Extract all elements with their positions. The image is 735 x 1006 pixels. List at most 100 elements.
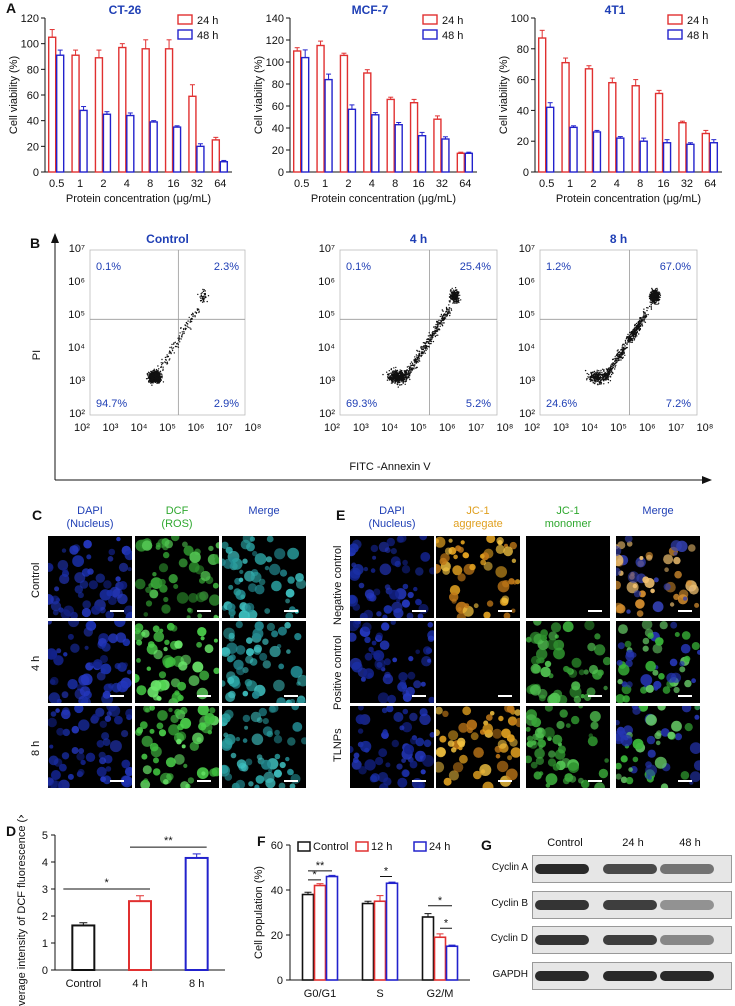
scatter-dot xyxy=(641,316,644,318)
scatter-dot xyxy=(204,294,206,296)
bar xyxy=(371,114,380,173)
cell xyxy=(483,561,493,571)
scatter-dot xyxy=(417,355,419,357)
scatter-dot xyxy=(643,315,645,318)
cell xyxy=(155,544,161,550)
bar xyxy=(433,118,442,173)
scatter-dot xyxy=(194,311,196,313)
cell xyxy=(642,645,649,652)
scale-bar xyxy=(588,610,602,612)
scatter-dot xyxy=(161,358,163,361)
cell xyxy=(618,664,630,676)
scatter-dot xyxy=(593,370,596,373)
scatter-dot xyxy=(426,345,428,347)
cell xyxy=(587,736,598,747)
scatter-dot xyxy=(456,294,459,296)
bar xyxy=(172,126,182,173)
cell xyxy=(262,638,269,645)
scatter-dots xyxy=(584,287,662,386)
cell xyxy=(633,590,641,598)
scatter-dot xyxy=(417,361,419,363)
cell xyxy=(78,719,90,731)
scatter-dot xyxy=(166,356,168,358)
scatter-dot xyxy=(429,343,431,345)
scatter-dot xyxy=(149,374,151,376)
y-axis-label: Cell viability (%) xyxy=(8,56,20,134)
cell xyxy=(209,768,218,777)
panel-g: G Control 24 h 48 h Cyclin A Cyclin B Cyclin … xyxy=(480,815,735,1006)
scatter-dot xyxy=(421,352,424,354)
cell xyxy=(227,676,235,685)
cell xyxy=(602,656,610,666)
scatter-dot xyxy=(453,300,456,302)
cell xyxy=(121,730,129,738)
cell xyxy=(163,596,169,603)
scatter-dot xyxy=(409,378,411,381)
cell xyxy=(540,629,548,637)
scatter-dot xyxy=(652,299,655,301)
scatter-dot xyxy=(394,370,396,372)
micrograph xyxy=(616,536,700,617)
scatter-dot xyxy=(589,375,591,378)
scatter-dot xyxy=(151,380,153,382)
cell xyxy=(180,717,192,729)
cell xyxy=(413,680,422,689)
cell xyxy=(290,665,303,678)
scatter-dot xyxy=(624,341,627,343)
x-tick-label: 32 xyxy=(436,178,448,190)
scatter-dot xyxy=(656,289,659,291)
column-label: Merge xyxy=(616,505,700,518)
scatter-dot xyxy=(617,349,619,351)
cell xyxy=(188,593,198,603)
cell xyxy=(420,681,426,687)
quadrant-lr: 2.9% xyxy=(214,398,239,410)
cell xyxy=(363,566,369,572)
scatter-dot xyxy=(397,373,399,375)
bar xyxy=(196,145,205,173)
cell xyxy=(382,729,388,735)
cell xyxy=(408,656,414,662)
scatter-dot xyxy=(457,295,459,297)
micrograph xyxy=(436,621,520,703)
cell xyxy=(152,572,157,577)
micrograph xyxy=(616,706,700,788)
scatter-dot xyxy=(603,379,605,382)
cell xyxy=(50,770,61,780)
scatter-dot xyxy=(588,373,590,376)
scatter-dot xyxy=(173,342,175,344)
cell xyxy=(147,641,155,648)
micrograph xyxy=(135,536,219,618)
scatter-dot xyxy=(162,368,164,370)
scatter-dot xyxy=(415,354,418,356)
scatter-dot xyxy=(649,293,651,296)
cell xyxy=(681,706,692,713)
scatter-dot xyxy=(606,372,608,374)
cell xyxy=(367,672,373,679)
scatter-dot xyxy=(421,354,423,357)
cell xyxy=(239,569,244,574)
cell xyxy=(235,621,243,629)
scatter-dot xyxy=(639,325,641,327)
scatter-dot xyxy=(158,368,160,370)
scatter-dot xyxy=(182,333,184,335)
cell xyxy=(439,557,447,566)
y-tick-label: 80 xyxy=(517,44,529,56)
cell xyxy=(269,645,281,658)
cell xyxy=(556,720,565,730)
scatter-dot xyxy=(435,327,437,329)
quadrant-lr: 7.2% xyxy=(666,398,691,410)
bar xyxy=(616,137,625,173)
scatter-dot xyxy=(202,298,204,300)
scatter-dot xyxy=(428,332,430,334)
scatter-dot xyxy=(153,368,155,370)
bar xyxy=(592,131,602,173)
scatter-dot xyxy=(395,377,397,379)
scale-bar xyxy=(678,610,692,612)
scatter-dot xyxy=(400,376,402,378)
micrograph-tile xyxy=(526,536,610,618)
scatter-dot xyxy=(449,311,451,313)
cell xyxy=(55,708,60,713)
y-tick-label: 20 xyxy=(27,141,39,153)
scatter-dot xyxy=(442,310,444,312)
cell xyxy=(526,726,531,732)
